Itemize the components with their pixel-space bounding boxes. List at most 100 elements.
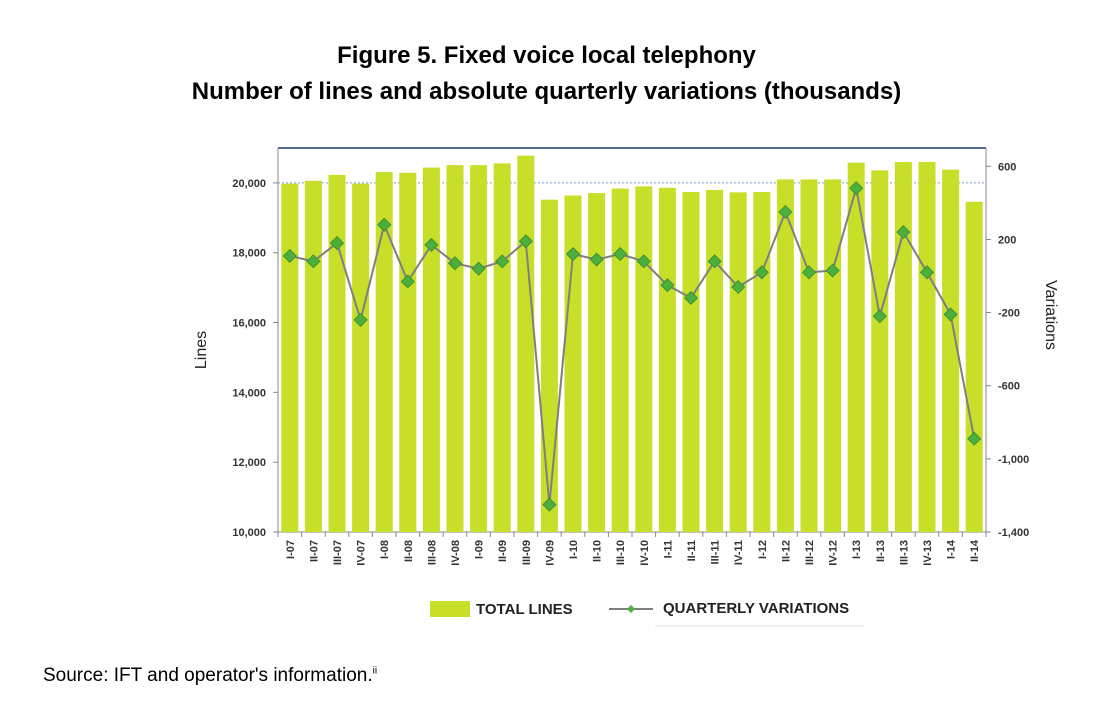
bar-total-lines bbox=[328, 174, 346, 532]
x-tick-label: II-10 bbox=[592, 540, 604, 562]
x-tick-label: I-14 bbox=[946, 539, 958, 559]
x-tick-label: I-12 bbox=[757, 540, 769, 559]
bar-total-lines bbox=[540, 199, 558, 532]
variation-point bbox=[306, 254, 321, 269]
x-tick-label: III-09 bbox=[521, 540, 533, 565]
variation-point bbox=[495, 254, 510, 269]
x-tick-label: II-13 bbox=[875, 540, 887, 562]
variation-point bbox=[872, 309, 887, 324]
x-tick-label: I-13 bbox=[851, 540, 863, 559]
variation-point bbox=[613, 246, 628, 262]
bar-total-lines bbox=[635, 186, 653, 532]
x-tick-label: II-09 bbox=[497, 540, 509, 562]
x-tick-label: IV-10 bbox=[639, 540, 651, 566]
x-tick-label: I-10 bbox=[568, 540, 580, 559]
y-tick-label: 18,000 bbox=[232, 248, 266, 260]
y-tick-label: 14,000 bbox=[232, 387, 266, 399]
y2-tick-label: -1,400 bbox=[998, 527, 1029, 539]
x-tick-label: IV-07 bbox=[356, 540, 368, 566]
bar-total-lines bbox=[894, 161, 912, 533]
variation-point bbox=[660, 278, 675, 293]
y2-axis-title: Variations bbox=[1042, 280, 1059, 350]
y2-tick-label: -200 bbox=[998, 308, 1020, 320]
variation-point bbox=[471, 261, 486, 276]
legend-label-total-lines: TOTAL LINES bbox=[476, 601, 573, 618]
bar-total-lines bbox=[658, 187, 676, 532]
variation-point bbox=[353, 312, 368, 327]
bar-total-lines bbox=[942, 169, 960, 533]
y-tick-label: 20,000 bbox=[232, 178, 266, 190]
bar-total-lines bbox=[824, 179, 842, 532]
source-footnote: ii bbox=[372, 665, 378, 677]
x-tick-label: II-14 bbox=[969, 539, 981, 562]
bar-total-lines bbox=[729, 192, 747, 533]
x-tick-label: I-09 bbox=[474, 540, 486, 559]
y-tick-label: 16,000 bbox=[232, 318, 266, 330]
bar-total-lines bbox=[776, 179, 794, 532]
y2-tick-label: -600 bbox=[998, 381, 1020, 393]
variation-point bbox=[518, 234, 533, 249]
variation-point bbox=[400, 274, 415, 289]
x-tick-label: IV-08 bbox=[450, 540, 462, 566]
bar-total-lines bbox=[375, 172, 393, 532]
bar-total-lines bbox=[304, 180, 322, 532]
line-quarterly-variations bbox=[289, 187, 976, 505]
bar-total-lines bbox=[470, 165, 488, 532]
x-tick-label: IV-11 bbox=[733, 540, 745, 565]
variation-point bbox=[801, 265, 817, 280]
x-tick-label: III-12 bbox=[804, 540, 816, 565]
bar-total-lines bbox=[847, 162, 865, 533]
variation-point bbox=[754, 265, 769, 280]
x-tick-label: I-07 bbox=[285, 540, 297, 559]
variation-point bbox=[424, 237, 439, 252]
variation-point bbox=[778, 204, 793, 220]
bar-total-lines bbox=[918, 161, 936, 533]
variation-point bbox=[565, 246, 581, 262]
x-tick-label: III-11 bbox=[710, 540, 722, 564]
variation-point bbox=[825, 263, 840, 278]
bar-total-lines bbox=[871, 170, 889, 533]
bar-total-lines bbox=[564, 195, 582, 532]
variation-point bbox=[707, 254, 722, 269]
variation-point bbox=[943, 307, 958, 322]
y-axis-title: Lines bbox=[193, 331, 210, 369]
variation-point bbox=[329, 236, 345, 251]
bar-total-lines bbox=[753, 191, 771, 532]
variation-point bbox=[849, 181, 864, 196]
variation-point bbox=[636, 254, 651, 269]
x-tick-label: II-12 bbox=[780, 540, 792, 562]
y2-tick-label: 200 bbox=[998, 234, 1016, 246]
chart: 10,000 12,000 14,000 16,000 18,000 20,000 -1,4… bbox=[193, 147, 1059, 627]
bar-total-lines bbox=[446, 165, 464, 532]
bar-total-lines bbox=[422, 167, 440, 533]
y-tick-label: 12,000 bbox=[232, 457, 266, 469]
variation-point bbox=[896, 225, 911, 240]
chart-title-line1: Figure 5. Fixed voice local telephony bbox=[337, 42, 756, 69]
bar-total-lines bbox=[352, 183, 370, 532]
variation-point bbox=[967, 431, 982, 446]
variation-point bbox=[282, 248, 297, 263]
bar-total-lines bbox=[399, 172, 417, 532]
x-tick-label: IV-12 bbox=[828, 540, 840, 566]
x-tick-label: I-11 bbox=[662, 540, 674, 558]
bar-total-lines bbox=[281, 183, 299, 532]
bar-total-lines bbox=[682, 191, 700, 532]
bar-total-lines bbox=[611, 188, 629, 532]
bar-total-lines bbox=[493, 163, 511, 533]
variation-point bbox=[447, 256, 463, 271]
bar-total-lines bbox=[588, 193, 606, 533]
x-tick-label: III-07 bbox=[332, 540, 344, 565]
source-note: Source: IFT and operator's information.i… bbox=[43, 665, 377, 687]
bar-total-lines bbox=[800, 179, 818, 532]
variation-point bbox=[683, 290, 699, 306]
legend-swatch-total-lines bbox=[430, 601, 470, 617]
bar-total-lines bbox=[706, 189, 724, 532]
x-tick-label: III-08 bbox=[426, 540, 438, 565]
variation-point bbox=[542, 497, 557, 512]
variation-point bbox=[919, 265, 935, 280]
chart-title-line2: Number of lines and absolute quarterly v… bbox=[191, 78, 902, 105]
x-tick-label: IV-13 bbox=[922, 540, 934, 566]
x-tick-label: II-08 bbox=[403, 540, 415, 562]
x-tick-label: IV-09 bbox=[544, 540, 556, 566]
source-text: Source: IFT and operator's information. bbox=[43, 665, 373, 686]
